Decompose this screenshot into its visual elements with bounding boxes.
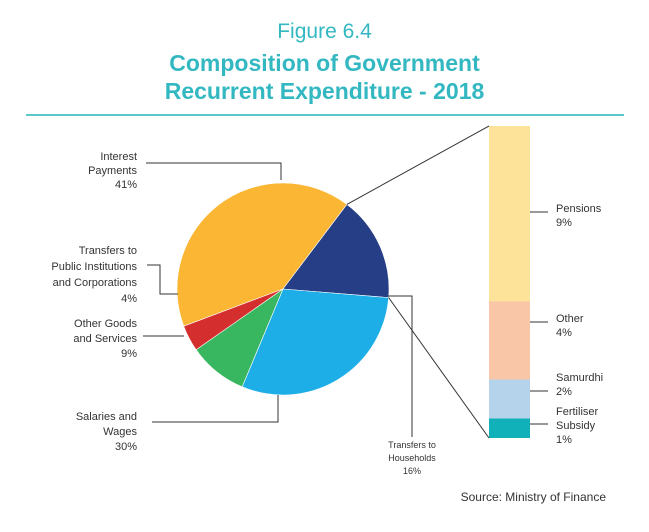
pie-slice-salaries	[241, 288, 389, 396]
leader-lines	[143, 125, 548, 439]
label-samurdhi: Samurdhi 2%	[556, 372, 603, 398]
bar-segment-pensions	[489, 126, 530, 302]
figure-number: Figure 6.4	[277, 20, 372, 43]
connector-bottom	[388, 297, 490, 439]
label-transfers-public: Transfers to Public Institutions and Corpo…	[51, 245, 137, 305]
pie-slice-households	[282, 203, 390, 298]
labels: Interest Payments 41% Transfers to Public In…	[51, 151, 603, 476]
leader-interest	[146, 162, 282, 180]
leader-households	[388, 295, 413, 437]
label-pensions: Pensions 9%	[556, 203, 602, 229]
figure-title-line1: Composition of Government	[169, 50, 480, 76]
figure-title: Composition of Government Recurrent Expe…	[0, 49, 649, 105]
leader-salaries	[152, 395, 279, 423]
label-other-goods: Other Goods and Services 9%	[73, 318, 137, 360]
pie-slice-transfers-public	[183, 288, 284, 351]
connector-top	[346, 125, 490, 205]
bar-segment-samurdhi	[489, 379, 530, 419]
label-other: Other 4%	[556, 313, 584, 339]
figure-title-line2: Recurrent Expenditure - 2018	[164, 78, 485, 104]
pie-chart	[176, 182, 390, 396]
bar-segment-other	[489, 301, 530, 380]
pie-slice-interest	[176, 182, 348, 327]
label-fertiliser: Fertiliser Subsidy 1%	[556, 406, 599, 446]
label-interest-payments: Interest Payments 41%	[88, 151, 137, 191]
source-note: Source: Ministry of Finance	[461, 490, 607, 504]
stacked-bar	[489, 126, 530, 438]
leader-transfers-public	[147, 264, 178, 295]
label-salaries: Salaries and Wages 30%	[76, 411, 138, 453]
label-households: Transfers to Households 16%	[388, 440, 436, 476]
bar-segment-fertiliser	[489, 418, 530, 438]
